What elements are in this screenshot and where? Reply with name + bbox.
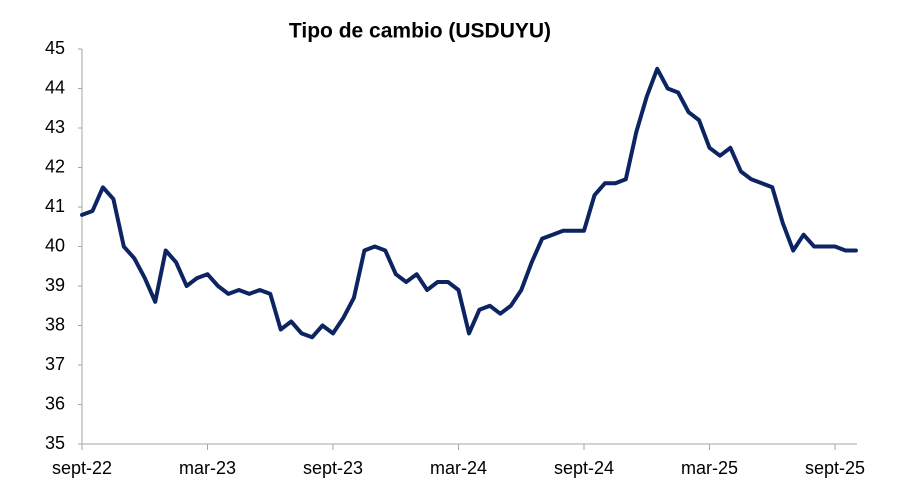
- y-tick-label: 41: [45, 196, 65, 216]
- y-tick-label: 35: [45, 433, 65, 453]
- y-tick-label: 43: [45, 117, 65, 137]
- y-tick-label: 36: [45, 393, 65, 413]
- y-tick-label: 39: [45, 275, 65, 295]
- y-tick-label: 37: [45, 354, 65, 374]
- x-tick-label: sept-25: [805, 458, 865, 478]
- x-tick-label: sept-22: [52, 458, 112, 478]
- y-tick-label: 40: [45, 235, 65, 255]
- y-tick-label: 45: [45, 38, 65, 58]
- y-tick-label: 38: [45, 314, 65, 334]
- y-tick-label: 42: [45, 156, 65, 176]
- x-tick-label: sept-24: [554, 458, 614, 478]
- x-tick-label: sept-23: [303, 458, 363, 478]
- chart-title: Tipo de cambio (USDUYU): [289, 20, 551, 43]
- x-tick-label: mar-23: [179, 458, 236, 478]
- x-tick-label: mar-25: [681, 458, 738, 478]
- y-tick-label: 44: [45, 77, 65, 97]
- x-tick-label: mar-24: [430, 458, 487, 478]
- data-line: [80, 66, 858, 340]
